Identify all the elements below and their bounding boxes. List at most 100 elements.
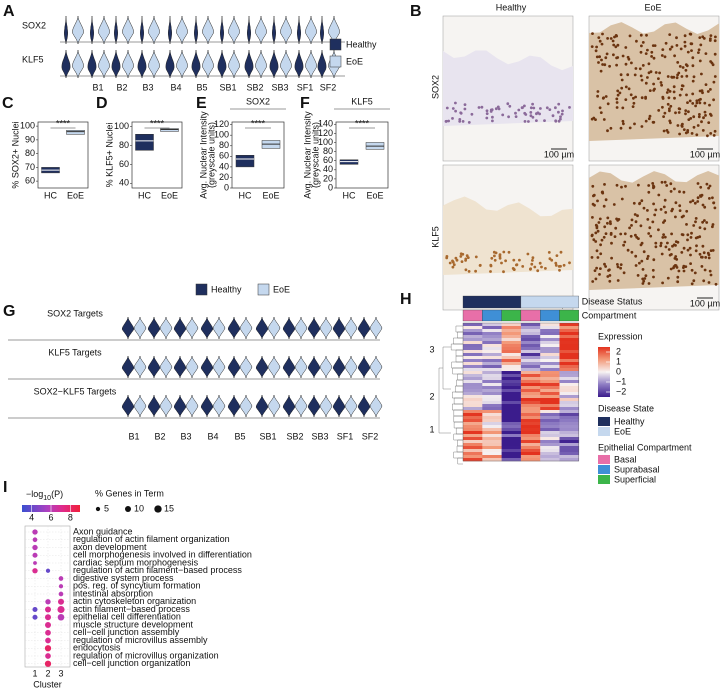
- significance: ****: [56, 118, 71, 128]
- nucleus: [601, 96, 605, 100]
- cluster-label: 1: [429, 424, 434, 434]
- x-tick-label: EoE: [366, 190, 383, 200]
- nucleus: [590, 256, 594, 259]
- nucleus: [652, 258, 656, 262]
- heatmap-cell: [501, 401, 522, 405]
- violin: [294, 355, 308, 379]
- x-tick-label: EoE: [161, 190, 178, 200]
- heatmap-cell: [520, 404, 541, 408]
- violin: [121, 355, 135, 379]
- heatmap-cell: [463, 440, 483, 444]
- nucleus: [633, 122, 636, 126]
- nucleus: [638, 201, 642, 205]
- nucleus: [451, 117, 454, 120]
- y-tick-label: 120: [214, 119, 229, 129]
- nucleus: [680, 251, 684, 254]
- nucleus: [648, 89, 652, 92]
- nucleus: [489, 264, 493, 268]
- heatmap-cell: [559, 344, 580, 348]
- nucleus: [695, 244, 698, 248]
- nucleus: [702, 37, 706, 40]
- color-tick-label: −1: [616, 376, 626, 386]
- nucleus: [676, 240, 680, 244]
- heatmap-cell: [520, 419, 541, 423]
- heatmap-cell: [540, 413, 560, 417]
- nucleus: [698, 226, 702, 230]
- y-tick-label: 60: [25, 176, 35, 186]
- nucleus: [508, 104, 512, 108]
- heatmap-cell: [482, 410, 502, 414]
- tissue: [443, 196, 573, 275]
- nucleus: [684, 63, 688, 66]
- violin: [202, 15, 214, 45]
- y-tick-label: 140: [318, 119, 333, 129]
- nucleus: [595, 266, 598, 270]
- violin: [344, 316, 358, 340]
- nucleus: [445, 119, 448, 123]
- violin: [121, 394, 135, 418]
- legend-label: Healthy: [614, 416, 645, 426]
- heatmap-cell: [501, 380, 522, 384]
- violin: [255, 15, 267, 45]
- nucleus: [689, 253, 692, 257]
- nucleus: [529, 114, 533, 118]
- nucleus: [459, 255, 463, 258]
- nucleus: [636, 274, 640, 277]
- nucleus: [527, 120, 530, 123]
- heatmap-cell: [463, 452, 483, 456]
- violin: [305, 49, 317, 79]
- nucleus: [690, 49, 693, 52]
- dot: [44, 621, 52, 629]
- nucleus: [668, 253, 672, 257]
- category-label: B2: [154, 431, 165, 441]
- nucleus: [606, 102, 610, 106]
- heatmap-cell: [559, 377, 580, 381]
- compartment-bar: [520, 309, 541, 322]
- nucleus: [619, 266, 622, 270]
- nucleus: [538, 261, 542, 265]
- nucleus: [531, 102, 534, 106]
- heatmap-cell: [482, 416, 502, 420]
- row-label: SOX2 Targets: [47, 308, 103, 318]
- heatmap-cell: [540, 329, 560, 333]
- y-tick-label: 120: [318, 128, 333, 138]
- nucleus: [536, 111, 540, 115]
- nucleus: [712, 134, 716, 137]
- heatmap-cell: [463, 386, 483, 390]
- nucleus: [680, 75, 684, 78]
- violin: [159, 316, 173, 340]
- heatmap-cell: [501, 413, 522, 417]
- nucleus: [702, 279, 706, 283]
- heatmap-cell: [559, 335, 580, 339]
- heatmap-cell: [463, 422, 483, 426]
- heatmap-cell: [482, 350, 502, 354]
- nucleus: [691, 92, 695, 96]
- nucleus: [704, 52, 708, 55]
- term-label: regulation of actin filament−based proce…: [73, 565, 242, 575]
- violin: [294, 394, 308, 418]
- nucleus: [695, 133, 699, 137]
- nucleus: [626, 248, 630, 252]
- nucleus: [709, 132, 713, 135]
- nucleus: [664, 211, 668, 214]
- violin: [369, 316, 383, 340]
- nucleus: [604, 56, 608, 60]
- heatmap-cell: [559, 383, 580, 387]
- heatmap-cell: [501, 446, 522, 450]
- nucleus: [644, 119, 648, 123]
- violin: [255, 394, 269, 418]
- nucleus: [646, 257, 649, 260]
- nucleus: [681, 84, 685, 88]
- nucleus: [651, 220, 655, 224]
- panel-label: A: [3, 3, 15, 20]
- y-tick-label: 40: [323, 164, 333, 174]
- nucleus: [470, 112, 474, 116]
- category-label: B4: [207, 431, 218, 441]
- nucleus: [698, 235, 702, 239]
- heatmap-cell: [520, 425, 541, 429]
- nucleus: [631, 105, 635, 108]
- heatmap-cell: [540, 446, 560, 450]
- category-label: SB2: [286, 431, 303, 441]
- nucleus: [641, 64, 645, 67]
- heatmap-cell: [520, 449, 541, 453]
